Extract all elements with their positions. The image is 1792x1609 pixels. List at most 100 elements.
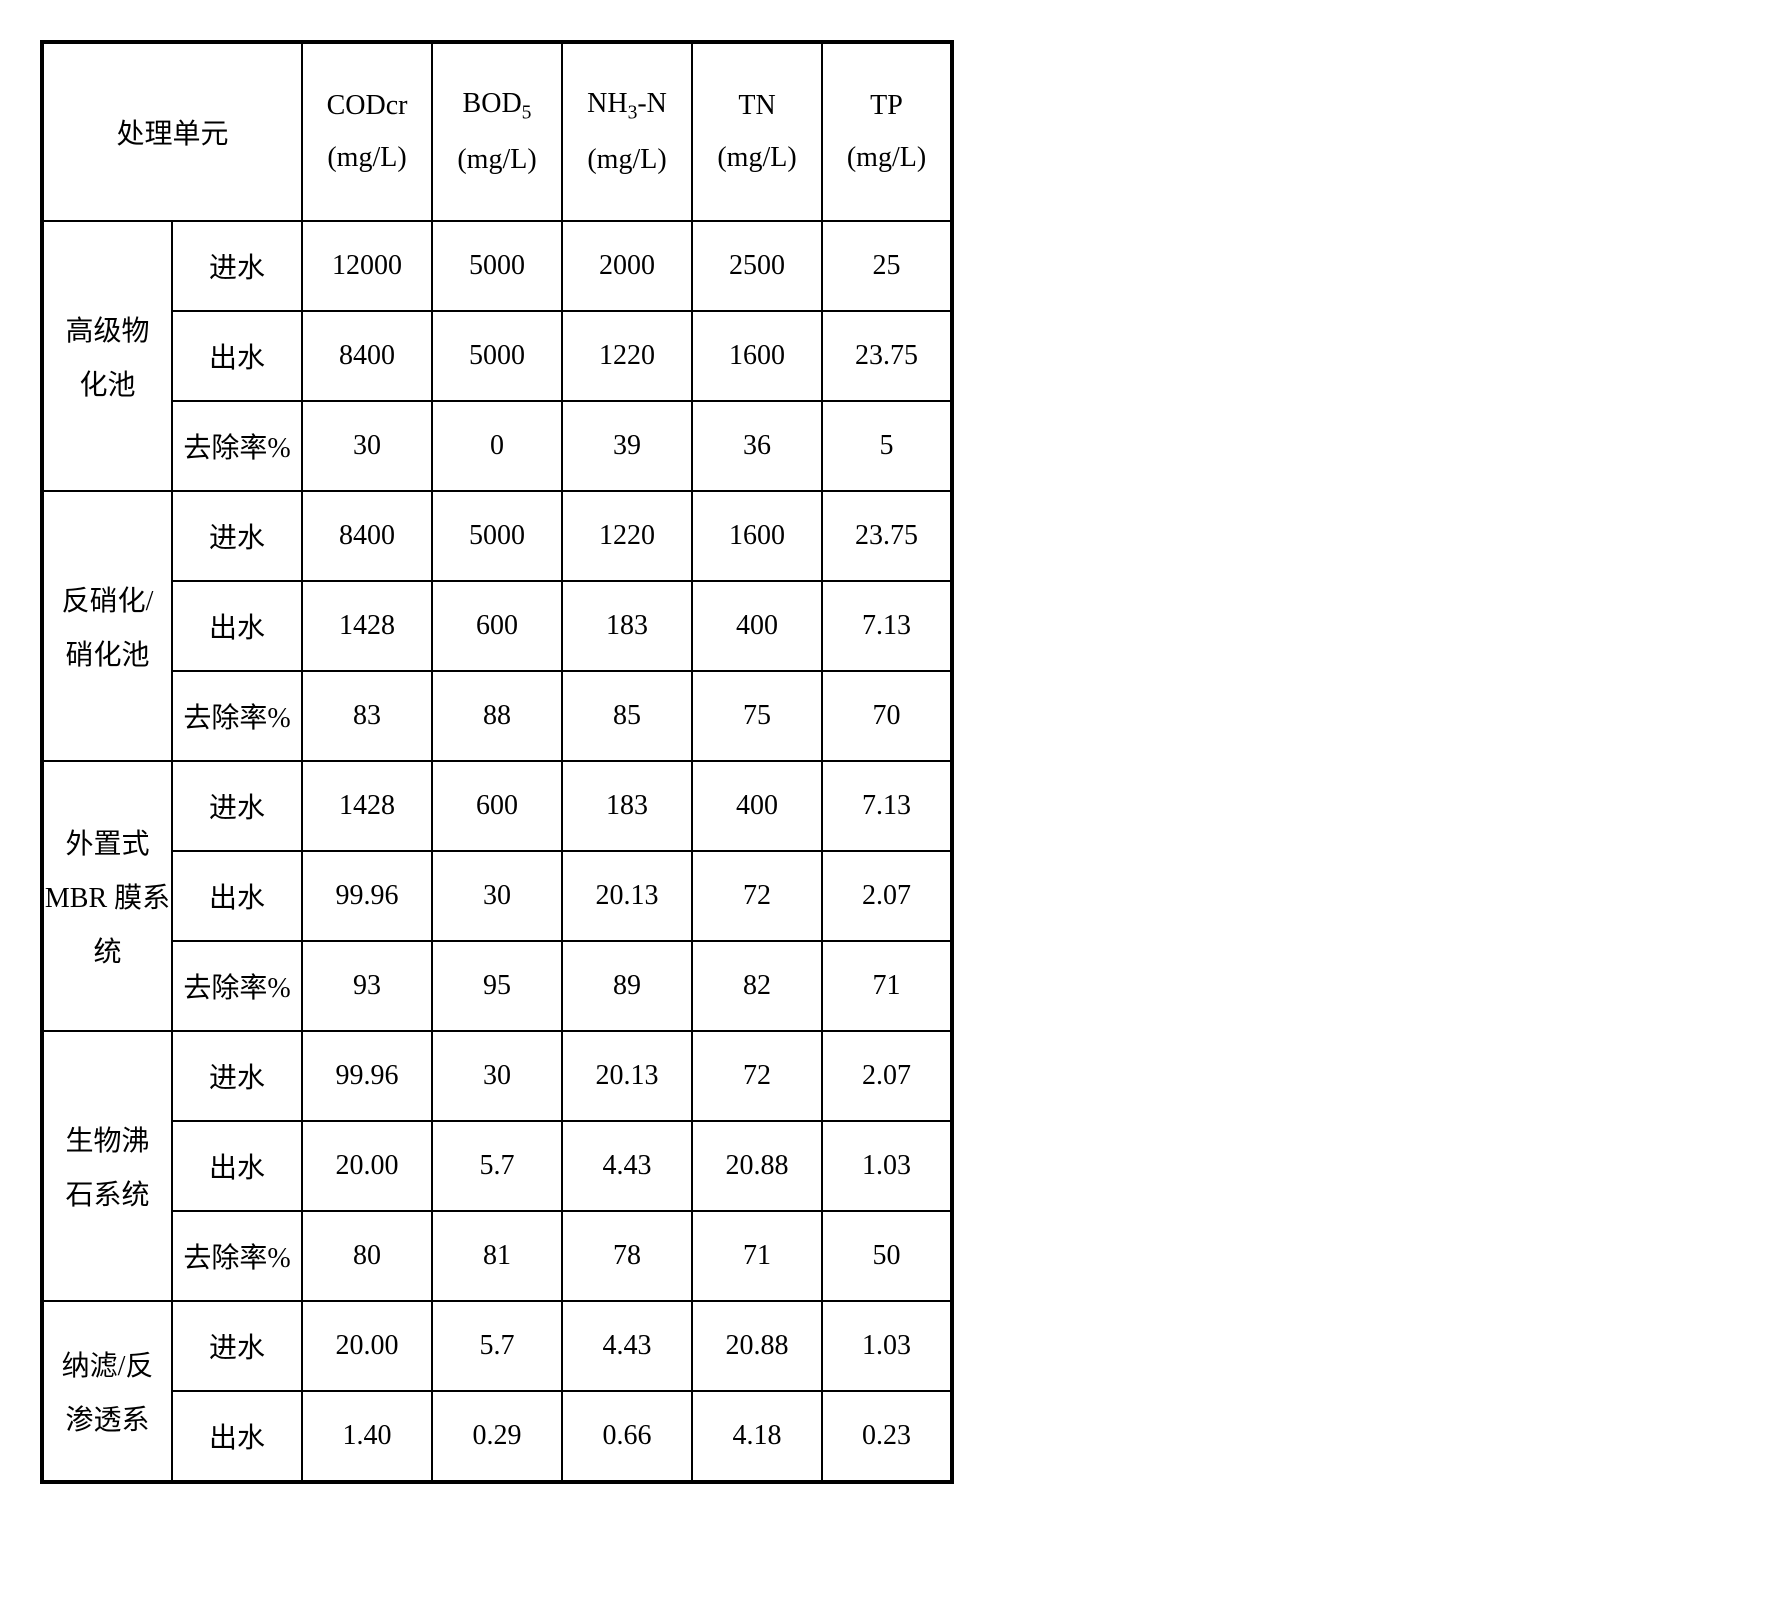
data-cell: 1.03	[822, 1301, 952, 1391]
data-cell: 23.75	[822, 311, 952, 401]
data-cell: 4.43	[562, 1301, 692, 1391]
data-cell: 70	[822, 671, 952, 761]
data-cell: 99.96	[302, 851, 432, 941]
data-cell: 2.07	[822, 1031, 952, 1121]
data-cell: 89	[562, 941, 692, 1031]
header-unit-label: 处理单元	[42, 42, 302, 221]
data-cell: 80	[302, 1211, 432, 1301]
data-cell: 5.7	[432, 1121, 562, 1211]
stage-label: 去除率%	[172, 941, 302, 1031]
data-cell: 7.13	[822, 761, 952, 851]
data-cell: 71	[822, 941, 952, 1031]
data-cell: 4.18	[692, 1391, 822, 1482]
header-col: TP (mg/L)	[822, 42, 952, 221]
data-cell: 20.00	[302, 1121, 432, 1211]
stage-label: 出水	[172, 1121, 302, 1211]
data-cell: 8400	[302, 311, 432, 401]
data-cell: 183	[562, 761, 692, 851]
data-cell: 20.13	[562, 1031, 692, 1121]
header-col-name: CODcr	[303, 90, 431, 122]
group-name: 纳滤/反渗透系	[42, 1301, 172, 1482]
group-name: 反硝化/硝化池	[42, 491, 172, 761]
data-cell: 7.13	[822, 581, 952, 671]
treatment-data-table: 处理单元CODcr(mg/L)BOD5(mg/L)NH3-N(mg/L)TN(m…	[40, 40, 954, 1484]
stage-label: 进水	[172, 221, 302, 311]
table-body: 处理单元CODcr(mg/L)BOD5(mg/L)NH3-N(mg/L)TN(m…	[42, 42, 952, 1482]
data-cell: 2500	[692, 221, 822, 311]
data-cell: 30	[302, 401, 432, 491]
stage-label: 出水	[172, 1391, 302, 1482]
data-cell: 0.66	[562, 1391, 692, 1482]
data-cell: 0.23	[822, 1391, 952, 1482]
header-col-name: TN	[693, 90, 821, 122]
data-cell: 400	[692, 581, 822, 671]
stage-label: 进水	[172, 1031, 302, 1121]
stage-label: 出水	[172, 851, 302, 941]
stage-label: 进水	[172, 1301, 302, 1391]
data-cell: 0	[432, 401, 562, 491]
data-cell: 20.88	[692, 1121, 822, 1211]
data-cell: 83	[302, 671, 432, 761]
data-cell: 85	[562, 671, 692, 761]
data-cell: 20.88	[692, 1301, 822, 1391]
data-cell: 600	[432, 581, 562, 671]
data-cell: 78	[562, 1211, 692, 1301]
header-col-name: TP	[823, 90, 950, 122]
data-cell: 2.07	[822, 851, 952, 941]
data-cell: 5000	[432, 221, 562, 311]
data-cell: 82	[692, 941, 822, 1031]
data-cell: 30	[432, 851, 562, 941]
header-col-unit: (mg/L)	[693, 142, 821, 174]
data-cell: 81	[432, 1211, 562, 1301]
data-cell: 12000	[302, 221, 432, 311]
header-col-unit: (mg/L)	[823, 142, 950, 174]
data-cell: 72	[692, 1031, 822, 1121]
stage-label: 去除率%	[172, 1211, 302, 1301]
data-cell: 20.13	[562, 851, 692, 941]
data-cell: 5	[822, 401, 952, 491]
data-cell: 20.00	[302, 1301, 432, 1391]
data-cell: 95	[432, 941, 562, 1031]
data-cell: 5.7	[432, 1301, 562, 1391]
data-cell: 2000	[562, 221, 692, 311]
data-cell: 1600	[692, 311, 822, 401]
data-cell: 25	[822, 221, 952, 311]
data-cell: 8400	[302, 491, 432, 581]
header-col: TN (mg/L)	[692, 42, 822, 221]
data-cell: 50	[822, 1211, 952, 1301]
data-cell: 5000	[432, 311, 562, 401]
data-cell: 1.40	[302, 1391, 432, 1482]
data-cell: 36	[692, 401, 822, 491]
data-cell: 1.03	[822, 1121, 952, 1211]
group-name: 外置式MBR 膜系统	[42, 761, 172, 1031]
data-cell: 71	[692, 1211, 822, 1301]
data-cell: 4.43	[562, 1121, 692, 1211]
data-cell: 1220	[562, 491, 692, 581]
data-cell: 23.75	[822, 491, 952, 581]
group-name: 生物沸石系统	[42, 1031, 172, 1301]
data-cell: 600	[432, 761, 562, 851]
header-col-unit: (mg/L)	[563, 144, 691, 176]
data-cell: 1220	[562, 311, 692, 401]
stage-label: 去除率%	[172, 401, 302, 491]
stage-label: 出水	[172, 311, 302, 401]
data-cell: 1600	[692, 491, 822, 581]
data-cell: 99.96	[302, 1031, 432, 1121]
data-cell: 0.29	[432, 1391, 562, 1482]
data-cell: 30	[432, 1031, 562, 1121]
header-col-unit: (mg/L)	[303, 142, 431, 174]
data-cell: 75	[692, 671, 822, 761]
stage-label: 去除率%	[172, 671, 302, 761]
data-cell: 400	[692, 761, 822, 851]
header-col: BOD5 (mg/L)	[432, 42, 562, 221]
data-cell: 1428	[302, 581, 432, 671]
stage-label: 进水	[172, 491, 302, 581]
header-col-unit: (mg/L)	[433, 144, 561, 176]
stage-label: 进水	[172, 761, 302, 851]
data-cell: 5000	[432, 491, 562, 581]
data-cell: 183	[562, 581, 692, 671]
data-cell: 88	[432, 671, 562, 761]
data-cell: 39	[562, 401, 692, 491]
header-col-name: BOD5	[433, 88, 561, 125]
stage-label: 出水	[172, 581, 302, 671]
